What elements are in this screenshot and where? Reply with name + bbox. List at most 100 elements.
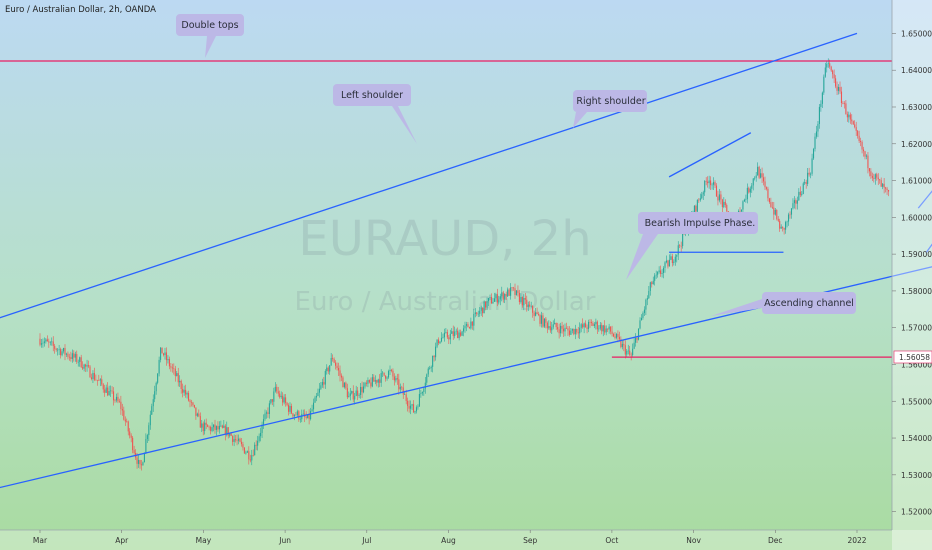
candle-body <box>235 439 237 441</box>
time-tick-label: Mar <box>33 536 48 545</box>
candle-body <box>142 462 144 466</box>
candle-body <box>604 325 606 333</box>
candle-body <box>777 218 779 221</box>
time-axis[interactable]: Mar Apr May Jun Jul Aug Sep Oct Nov Dec 2022 <box>0 529 932 550</box>
candle-body <box>461 331 463 336</box>
candle-body <box>804 182 806 184</box>
candle-body <box>845 103 847 115</box>
candle-body <box>721 199 723 208</box>
candle-body <box>665 260 668 263</box>
candle-body <box>585 323 587 328</box>
candle-body <box>789 214 791 216</box>
candle-body <box>627 350 629 352</box>
callout-bubble <box>176 14 244 58</box>
callout-left-shoulder[interactable]: Left shoulder <box>333 84 417 144</box>
candle-body <box>249 459 251 461</box>
candle-body <box>165 352 168 361</box>
candle-body <box>112 391 115 401</box>
candle-body <box>695 205 697 212</box>
candle-body <box>207 424 209 427</box>
candle-body <box>224 425 226 435</box>
candle-body <box>502 292 504 300</box>
candle-body <box>346 388 348 398</box>
candle-body <box>296 411 298 416</box>
time-tick-label: Oct <box>605 536 618 545</box>
candle-body <box>485 301 487 308</box>
candle-body <box>751 185 753 189</box>
callout-ascending-channel[interactable]: Ascending channel <box>711 292 856 316</box>
candle-body <box>452 331 454 337</box>
callout-double-tops[interactable]: Double tops <box>176 14 244 58</box>
candle-body <box>271 399 273 402</box>
candle-body <box>715 185 718 197</box>
candle-body <box>62 348 65 352</box>
candle-body <box>55 348 57 350</box>
candle-body <box>802 183 804 194</box>
candle-body <box>374 380 376 382</box>
candle-body <box>93 372 95 380</box>
callout-right-shoulder[interactable]: Right shoulder <box>573 90 647 128</box>
candle-body <box>167 359 169 361</box>
candle-body <box>230 433 232 436</box>
candle-body <box>298 411 300 420</box>
candle-body <box>404 394 406 396</box>
candle-body <box>442 337 444 338</box>
candle-body <box>199 416 201 428</box>
candle-body <box>605 328 607 333</box>
candle-body <box>601 324 603 332</box>
candle-body <box>614 336 616 338</box>
candle-body <box>279 393 281 398</box>
price-tag-bg <box>893 350 932 364</box>
candle-body <box>812 148 815 159</box>
candle-body <box>435 346 437 358</box>
candle-body <box>848 114 850 118</box>
candle-body <box>780 226 782 229</box>
candle-body <box>479 310 481 314</box>
candle-body <box>293 414 295 417</box>
candle-body <box>570 330 572 335</box>
candle-body <box>76 354 78 362</box>
current-price-label: 1.56058 <box>899 353 930 362</box>
candle-body <box>121 408 123 411</box>
candle-body <box>110 390 112 392</box>
bearish-impulse-label: Bearish Impulse Phase. <box>645 218 756 229</box>
price-axis[interactable]: 1.65000 1.64000 1.63000 1.62000 1.61000 1.600… <box>891 0 932 550</box>
candle-body <box>80 357 82 368</box>
candle-body <box>762 177 765 182</box>
candle-body <box>745 199 747 200</box>
candle-body <box>340 375 343 378</box>
candles-layer <box>39 58 890 471</box>
time-tick-label: Aug <box>441 536 456 545</box>
candle-body <box>407 400 409 407</box>
candle-body <box>724 201 726 205</box>
candle-body <box>414 411 416 413</box>
candle-body <box>701 194 703 199</box>
candle-body <box>40 343 43 345</box>
candle-body <box>392 370 394 377</box>
candle-body <box>240 441 243 445</box>
candle-body <box>398 379 400 390</box>
candle-body <box>107 387 109 396</box>
candle-body <box>58 349 60 350</box>
candle-body <box>586 327 588 329</box>
candle-body <box>160 347 162 360</box>
candle-body <box>657 272 659 275</box>
price-tick-label: 1.56000 <box>901 360 932 369</box>
candle-body <box>873 177 875 179</box>
candle-body <box>464 325 466 329</box>
candle-body <box>417 406 419 408</box>
candle-body <box>305 416 307 418</box>
candle-body <box>214 424 216 430</box>
candle-body <box>842 103 844 104</box>
candle-body <box>210 426 212 431</box>
candle-body <box>102 384 104 390</box>
candle-body <box>883 183 885 188</box>
candle-body <box>85 364 87 367</box>
callout-bearish-impulse[interactable]: Bearish Impulse Phase. <box>626 212 758 280</box>
candle-body <box>382 372 384 374</box>
candle-body <box>229 433 231 436</box>
candle-body <box>357 390 359 396</box>
candle-body <box>860 140 862 142</box>
candle-body <box>773 207 775 215</box>
